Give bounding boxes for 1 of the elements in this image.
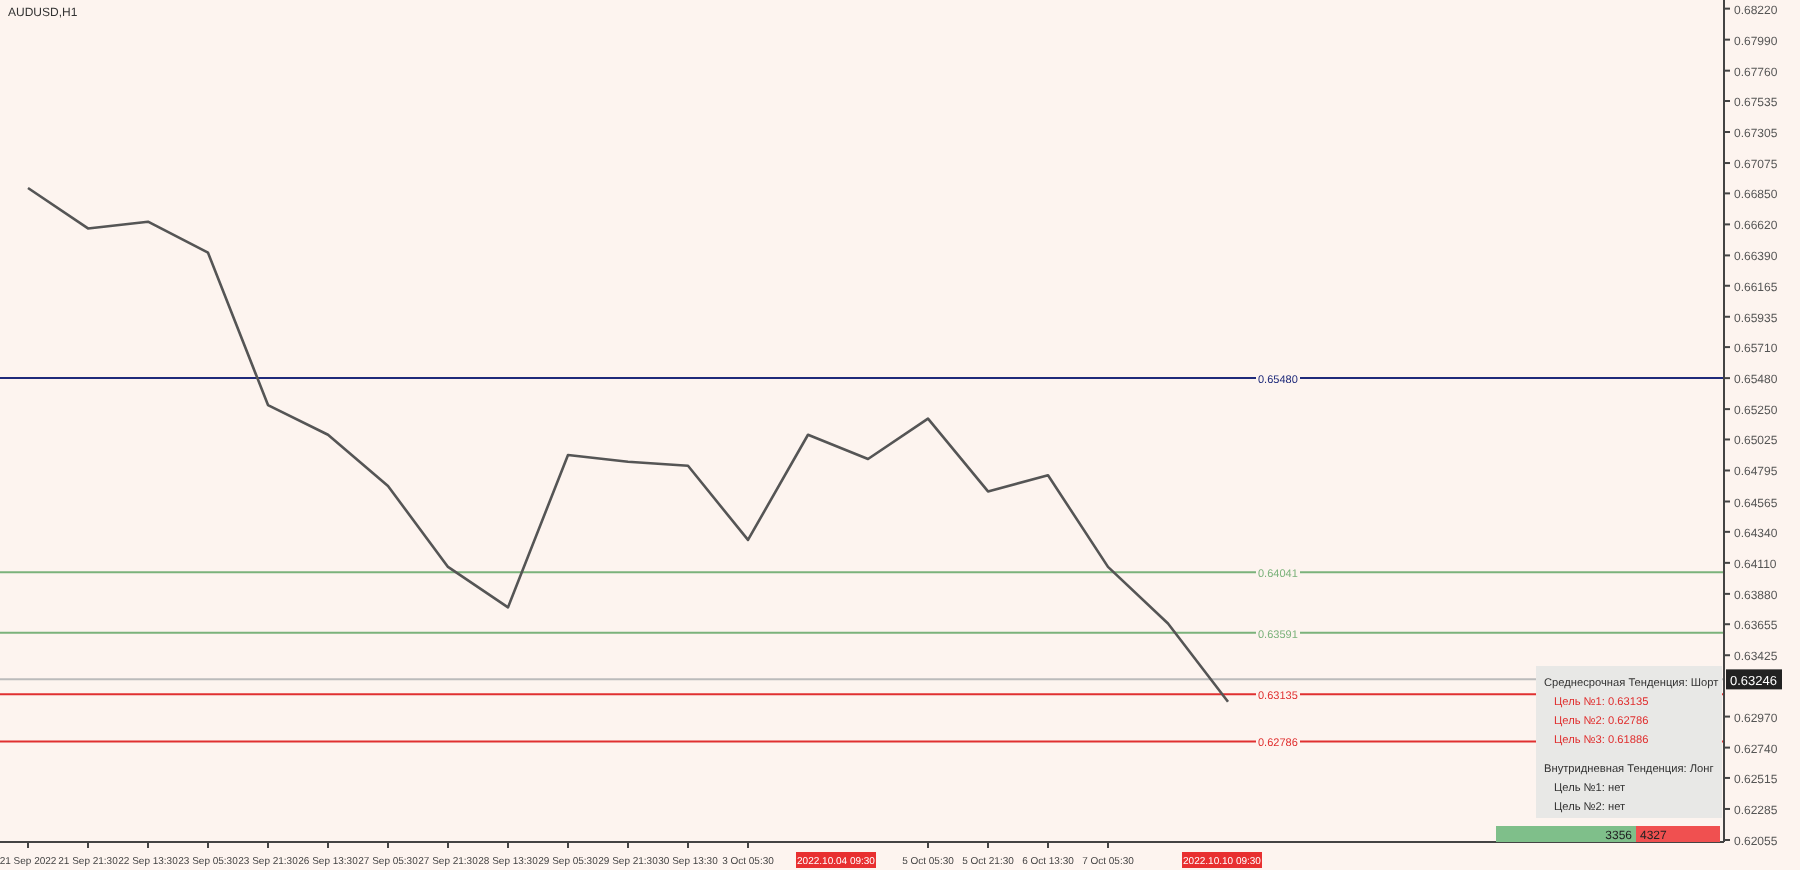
- line-series: [26, 186, 1230, 704]
